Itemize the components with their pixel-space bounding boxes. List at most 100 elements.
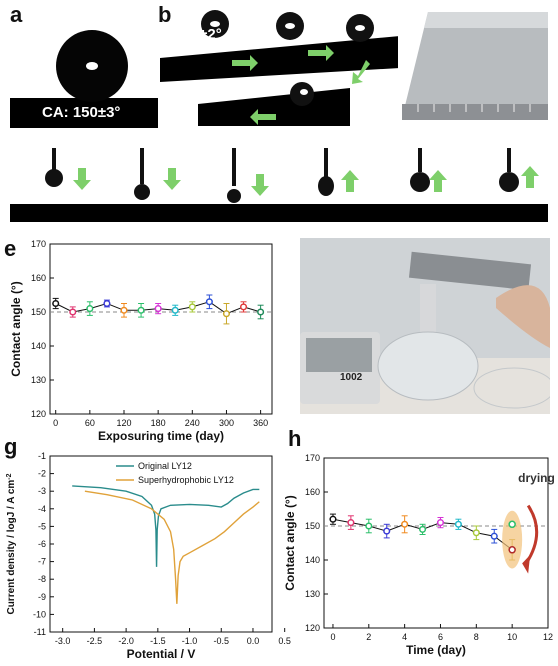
x-tick-label: -1.5: [150, 636, 166, 646]
data-point: [120, 306, 128, 314]
x-tick-label: -0.5: [213, 636, 229, 646]
data-point: [365, 522, 373, 530]
y-tick-label: 140: [31, 341, 46, 351]
data-point: [103, 299, 111, 308]
x-tick-label: -1.0: [182, 636, 198, 646]
data-point: [419, 525, 427, 533]
x-axis-label: Exposuring time (day): [98, 429, 224, 443]
droplet-image: [10, 30, 158, 128]
drying-arrowhead: [522, 554, 531, 574]
data-point: [436, 519, 445, 527]
data-point: [86, 305, 94, 313]
y-tick-label: -5: [38, 521, 46, 531]
alcohol-lamp-photo: [300, 238, 550, 414]
y-tick-label: 120: [305, 623, 320, 633]
data-point: [347, 519, 355, 527]
data-point: [329, 515, 337, 523]
y-tick-label: -8: [38, 574, 46, 584]
y-tick-label: 130: [305, 589, 320, 599]
data-point: [137, 306, 145, 314]
dried-data-point: [508, 520, 516, 529]
panel-letter-e: e: [4, 236, 17, 261]
x-tick-label: 2: [366, 632, 371, 642]
data-point: [52, 299, 60, 308]
y-tick-label: -1: [38, 451, 46, 461]
y-tick-label: 140: [305, 555, 320, 565]
panel-letter-h: h: [288, 426, 302, 451]
x-tick-label: 4: [402, 632, 407, 642]
y-tick-label: -4: [38, 504, 46, 514]
chart-e: 0 60 120 180 240 300 360 120 130 140 150 160 170 Expo…: [9, 239, 273, 443]
drying-highlight: [502, 510, 523, 569]
data-point: [69, 308, 77, 316]
y-axis-label: Current density / logJ / A cm-2: [6, 473, 18, 614]
y-tick-label: 130: [31, 375, 46, 385]
y-tick-label: -6: [38, 539, 46, 549]
droplet-sequence-image: [10, 148, 548, 222]
data-point: [171, 306, 179, 314]
plot-frame: [49, 243, 273, 415]
y-tick-label: 160: [305, 487, 320, 497]
timer-display: 1002: [340, 372, 363, 383]
legend-label: Superhydrophobic LY12: [138, 475, 234, 485]
y-tick-label: 150: [305, 521, 320, 531]
y-tick-label: -7: [38, 557, 46, 567]
x-tick-label: 120: [116, 418, 131, 428]
data-point: [472, 529, 480, 537]
data-point: [383, 527, 391, 535]
x-tick-label: -3.0: [55, 636, 71, 646]
y-tick-label: -9: [38, 592, 46, 602]
panel-c-photo: [398, 8, 548, 128]
y-tick-label: 150: [31, 307, 46, 317]
chart-g: -3.0 -2.5 -2.0 -1.5 -1.0 -0.5 0.0 0.5 -1 -2 -3 -4 -5…: [6, 451, 291, 661]
series-line-0: [72, 485, 260, 567]
x-tick-label: 0: [53, 418, 58, 428]
y-tick-label: 170: [305, 453, 320, 463]
data-point: [490, 532, 498, 540]
x-tick-label: 60: [85, 418, 95, 428]
drying-label: drying: [518, 471, 555, 485]
drying-arrow: [524, 504, 539, 565]
x-tick-label: 8: [474, 632, 479, 642]
contact-angle-label: CA: 150±3°: [42, 104, 121, 121]
x-tick-label: 180: [151, 418, 166, 428]
x-tick-label: -2.5: [87, 636, 103, 646]
y-tick-label: 160: [31, 273, 46, 283]
metal-plate-image: [398, 8, 548, 128]
data-point: [205, 298, 213, 306]
y-axis-label: Contact angle (°): [283, 495, 297, 590]
y-tick-label: 170: [31, 239, 46, 249]
y-tick-label: -2: [38, 469, 46, 479]
x-axis-label: Time (day): [406, 643, 466, 657]
x-tick-label: 300: [219, 418, 234, 428]
x-tick-label: 10: [507, 632, 517, 642]
roll-angle-label: RA: 8±2°: [160, 26, 222, 43]
data-point: [257, 308, 265, 316]
data-point: [222, 310, 231, 318]
panel-b-photo: RA: 8±2°: [160, 8, 400, 128]
x-axis-label: Potential / V: [127, 647, 196, 661]
x-tick-label: 0.0: [247, 636, 260, 646]
panel-letter-a: a: [10, 2, 23, 27]
panel-f-photo: 1002: [300, 238, 550, 414]
y-tick-label: -11: [34, 627, 46, 637]
y-axis-label: Contact angle (°): [9, 281, 23, 376]
legend-label: Original LY12: [138, 461, 192, 471]
y-tick-label: -3: [38, 486, 46, 496]
data-point: [154, 305, 162, 313]
x-tick-label: 0.5: [278, 636, 291, 646]
x-tick-label: -2.0: [118, 636, 134, 646]
x-tick-label: 360: [253, 418, 268, 428]
data-point: [454, 520, 462, 528]
wet-data-point: [508, 546, 516, 554]
series-line-1: [84, 490, 260, 604]
panel-a-photo: CA: 150±3°: [10, 28, 158, 128]
data-point: [188, 303, 196, 311]
x-tick-label: 6: [438, 632, 443, 642]
y-axis-label-superscript: -2: [6, 473, 13, 479]
x-tick-label: 0: [330, 632, 335, 642]
panel-letter-g: g: [4, 434, 18, 459]
y-tick-label: -10: [33, 609, 46, 619]
x-tick-label: 240: [185, 418, 200, 428]
